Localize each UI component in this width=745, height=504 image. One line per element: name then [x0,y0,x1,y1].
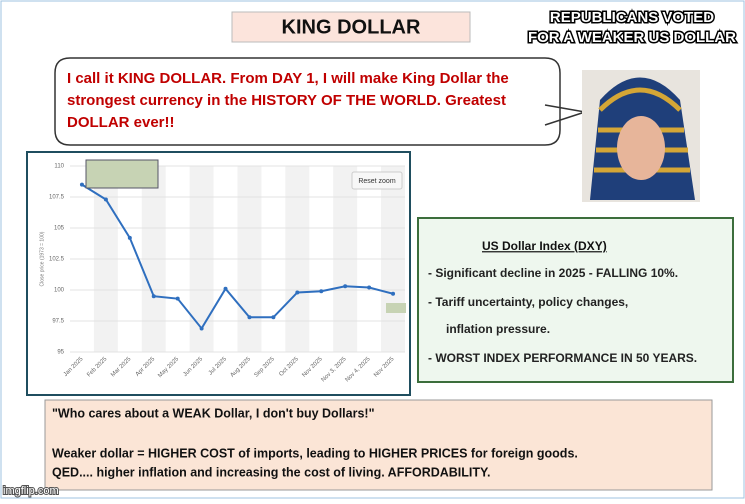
point [367,285,372,290]
point [247,315,252,320]
reset-zoom-label[interactable]: Reset zoom [358,178,396,185]
footer-line: QED.... higher inflation and increasing … [52,465,490,479]
point [391,291,396,296]
point [295,290,300,295]
y-axis-label: Close price (1973 = 100) [39,231,45,286]
point [271,315,276,320]
y-tick-label: 102.5 [49,257,65,263]
watermark: imgflip.com [3,485,59,497]
point [319,289,324,294]
point [103,197,108,202]
point [199,326,204,331]
y-tick-label: 95 [57,350,64,356]
speech-line: DOLLAR ever!! [67,114,175,131]
point [175,296,180,301]
y-tick-label: 110 [54,164,64,170]
bill-image [386,303,406,313]
info-title: US Dollar Index (DXY) [482,239,607,253]
caption: FOR A WEAKER US DOLLAR [528,29,736,46]
info-line: inflation pressure. [446,322,550,336]
y-tick-label: 105 [54,226,65,232]
speech-line: strongest currency in the HISTORY OF THE… [67,92,506,109]
info-box [417,217,734,383]
point [223,286,228,291]
info-line: - WORST INDEX PERFORMANCE IN 50 YEARS. [428,351,697,365]
info-line: - Significant decline in 2025 - FALLING … [428,266,678,280]
point [343,284,348,289]
speech-line: I call it KING DOLLAR. From DAY 1, I wil… [67,70,509,87]
caption: REPUBLICANS VOTED [550,9,714,26]
reset-zoom[interactable] [351,171,403,190]
y-tick-label: 107.5 [49,195,65,201]
bill-image [85,159,159,189]
footer-box [44,399,713,491]
title-box [231,11,471,43]
title: KING DOLLAR [282,16,421,38]
y-tick-label: 100 [54,288,65,294]
point [151,294,156,299]
chart: 95 97.5 100 102.5 105 107.5 110 Close price (19… [39,164,405,383]
y-tick-label: 97.5 [52,319,64,325]
point [127,235,132,240]
point [79,182,84,187]
info-line: - Tariff uncertainty, policy changes, [428,295,628,309]
photo [582,70,700,202]
footer-quote: "Who cares about a WEAK Dollar, I don't … [52,406,375,420]
line [81,183,394,331]
footer-line: Weaker dollar = HIGHER COST of imports, … [52,446,578,460]
